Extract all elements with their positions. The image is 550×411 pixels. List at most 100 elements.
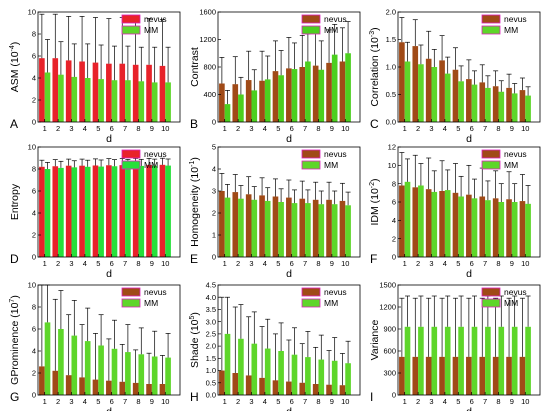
- y-tick-label: 1200: [199, 35, 216, 44]
- legend-swatch-nevus: [481, 287, 501, 297]
- bar-nevus-4: [259, 80, 265, 122]
- legend-swatch-nevus: [121, 14, 141, 24]
- x-tick-label: 6: [290, 397, 294, 406]
- legend-swatch-mm: [121, 25, 141, 35]
- legend-swatch-mm: [481, 160, 501, 170]
- bar-nevus-5: [92, 165, 99, 257]
- bar-nevus-2: [232, 373, 239, 395]
- legend-swatch-nevus: [481, 14, 501, 24]
- bar-mm-8: [138, 81, 145, 122]
- x-tick-label: 4: [263, 124, 267, 133]
- legend-label-nevus: nevus: [144, 14, 167, 24]
- y-tick-label: 6: [392, 198, 396, 207]
- bar-mm-3: [251, 90, 258, 123]
- x-tick-label: 1: [223, 124, 227, 133]
- bar-mm-10: [525, 95, 531, 122]
- y-tick-label: 2.0: [206, 342, 216, 351]
- bar-mm-10: [165, 357, 171, 395]
- y-axis-label: Contrast: [189, 47, 201, 87]
- bar-nevus-8: [312, 384, 319, 395]
- x-tick-label: 4: [83, 397, 87, 406]
- bar-mm-7: [485, 326, 491, 395]
- x-tick-label: 3: [429, 124, 433, 133]
- legend-label-nevus: nevus: [144, 149, 167, 159]
- y-tick-label: 5: [212, 143, 216, 152]
- bar-mm-10: [525, 326, 531, 395]
- x-tick-label: 7: [303, 259, 307, 268]
- y-tick-label: 4: [32, 347, 36, 356]
- bar-nevus-5: [272, 380, 279, 395]
- x-tick-label: 9: [510, 259, 514, 268]
- y-axis-label-main: ASM (10: [9, 51, 21, 92]
- x-tick-label: 5: [96, 259, 100, 268]
- legend-swatch-nevus: [301, 287, 321, 297]
- y-tick-label: 6: [32, 187, 36, 196]
- legend-swatch-nevus: [121, 149, 141, 159]
- x-tick-label: 10: [521, 397, 529, 406]
- x-tick-label: 1: [43, 259, 47, 268]
- bar-nevus-4: [259, 377, 265, 395]
- plot-frame: [37, 284, 181, 396]
- y-tick-label: 0.5: [206, 378, 216, 387]
- legend-swatch-mm: [121, 298, 141, 308]
- y-tick-label: 0: [392, 253, 396, 262]
- y-axis-label: GProminence (107): [9, 295, 21, 385]
- x-tick-label: 1: [223, 259, 227, 268]
- x-tick-label: 7: [123, 124, 127, 133]
- bar-nevus-5: [452, 192, 459, 257]
- y-tick-label: 10: [28, 281, 36, 290]
- legend-label-nevus: nevus: [324, 149, 347, 159]
- x-tick-label: 8: [496, 397, 500, 406]
- y-tick-label: 2.5: [206, 329, 216, 338]
- bar-nevus-8: [312, 199, 319, 257]
- legend-swatch-mm: [121, 160, 141, 170]
- bar-nevus-4: [439, 191, 445, 257]
- bar-mm-1: [404, 181, 411, 257]
- bar-nevus-1: [219, 191, 225, 257]
- bar-mm-1: [44, 169, 51, 257]
- x-tick-label: 9: [150, 397, 154, 406]
- legend-label-nevus: nevus: [324, 287, 347, 297]
- bar-mm-8: [498, 91, 505, 122]
- y-tick-label: 2.0: [386, 8, 396, 17]
- bar-nevus-9: [146, 64, 152, 122]
- y-axis-label-main: GProminence (10: [9, 302, 21, 384]
- bar-nevus-4: [259, 195, 265, 257]
- x-tick-label: 6: [470, 259, 474, 268]
- bar-nevus-2: [52, 370, 59, 395]
- bar-mm-1: [44, 72, 51, 122]
- y-axis-label-main: Homogeneity (10: [189, 167, 201, 247]
- x-axis-label: d: [106, 133, 112, 145]
- plot-frame: [217, 146, 361, 258]
- legend-label-mm: MM: [144, 298, 158, 308]
- x-tick-label: 6: [290, 124, 294, 133]
- bar-nevus-1: [39, 366, 45, 395]
- y-tick-label: 3.0: [206, 317, 216, 326]
- legend-swatch-nevus: [481, 149, 501, 159]
- bar-nevus-10: [339, 200, 346, 257]
- x-tick-label: 9: [330, 124, 334, 133]
- x-tick-label: 9: [330, 259, 334, 268]
- bar-mm-2: [238, 198, 244, 257]
- y-tick-label: 800: [203, 63, 216, 72]
- bar-mm-2: [418, 326, 424, 395]
- legend-swatch-mm: [481, 25, 501, 35]
- y-tick-label: 0.0: [386, 118, 396, 127]
- bar-mm-2: [418, 185, 424, 257]
- bar-nevus-2: [412, 46, 419, 122]
- bar-mm-5: [278, 202, 284, 257]
- x-tick-label: 5: [276, 259, 280, 268]
- x-axis-label: d: [106, 268, 112, 280]
- y-tick-label: 2: [392, 234, 396, 243]
- bar-mm-8: [138, 354, 145, 395]
- x-tick-label: 2: [416, 124, 420, 133]
- x-tick-label: 8: [316, 397, 320, 406]
- x-tick-label: 3: [249, 259, 253, 268]
- y-tick-label: 4: [32, 74, 36, 83]
- x-tick-label: 6: [290, 259, 294, 268]
- bar-nevus-6: [106, 165, 112, 257]
- x-tick-label: 10: [341, 259, 349, 268]
- y-axis-label-main: Correlation (10: [369, 37, 381, 107]
- bar-nevus-7: [299, 382, 306, 395]
